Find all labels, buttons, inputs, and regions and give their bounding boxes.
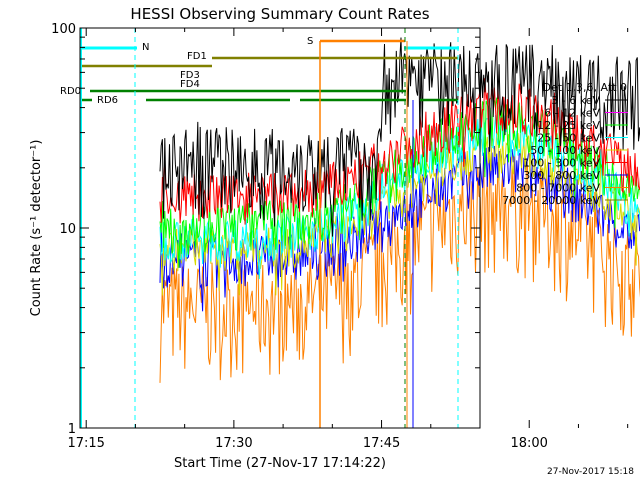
y-tick-label: 100	[51, 22, 76, 37]
y-tick-label: 1	[68, 422, 76, 437]
legend-entry-label: 3 - 6 keV	[551, 94, 600, 107]
legend-entry-label: 12 - 25 keV	[537, 119, 600, 132]
x-tick-label: 17:45	[363, 436, 400, 451]
flag-fd1-label: FD1	[187, 51, 207, 62]
legend-entry-label: 25 - 50 keV	[537, 132, 600, 145]
plot-frame	[79, 27, 481, 429]
series-line	[159, 159, 640, 383]
flag-fd4-label: FD4	[180, 79, 200, 90]
axes-layer: 17:1517:3017:4518:0018:1518:3018:4511010…	[51, 22, 629, 451]
legend-entry-label: 800 - 7000 keV	[516, 182, 600, 195]
flag-n-label: N	[142, 42, 149, 53]
flag-rd0-label: RD0	[60, 86, 81, 97]
data-layer	[159, 37, 640, 383]
x-tick-label: 17:15	[67, 436, 104, 451]
y-axis-label: Count Rate (s⁻¹ detector⁻¹)	[29, 140, 44, 317]
legend-entry-label: 100 - 300 keV	[523, 157, 600, 170]
series-line	[159, 78, 640, 225]
legend-entry-label: 50 - 100 keV	[530, 144, 600, 157]
legend-entry-label: 6 - 12 keV	[544, 107, 600, 120]
series-line	[159, 130, 640, 296]
legend-entry-label: 300 - 800 keV	[523, 169, 600, 182]
series-line	[159, 37, 640, 237]
footer-timestamp: 27-Nov-2017 15:18	[547, 467, 634, 477]
x-axis-label: Start Time (27-Nov-17 17:14:22)	[174, 456, 386, 471]
y-tick-label: 10	[59, 222, 76, 237]
chart-title: HESSI Observing Summary Count Rates	[130, 5, 429, 23]
flag-rd6-label: RD6	[97, 95, 118, 106]
flag-s-label: S	[307, 36, 313, 47]
x-tick-label: 17:30	[215, 436, 252, 451]
series-line	[159, 145, 640, 312]
legend-entry-label: 7000 - 20000 keV	[502, 194, 600, 207]
flag-fd3-label: FD3	[180, 70, 200, 81]
series-line	[159, 97, 640, 268]
x-tick-label: 18:00	[510, 436, 547, 451]
legend-title: Det 1,3,6, Att 0	[543, 81, 627, 94]
